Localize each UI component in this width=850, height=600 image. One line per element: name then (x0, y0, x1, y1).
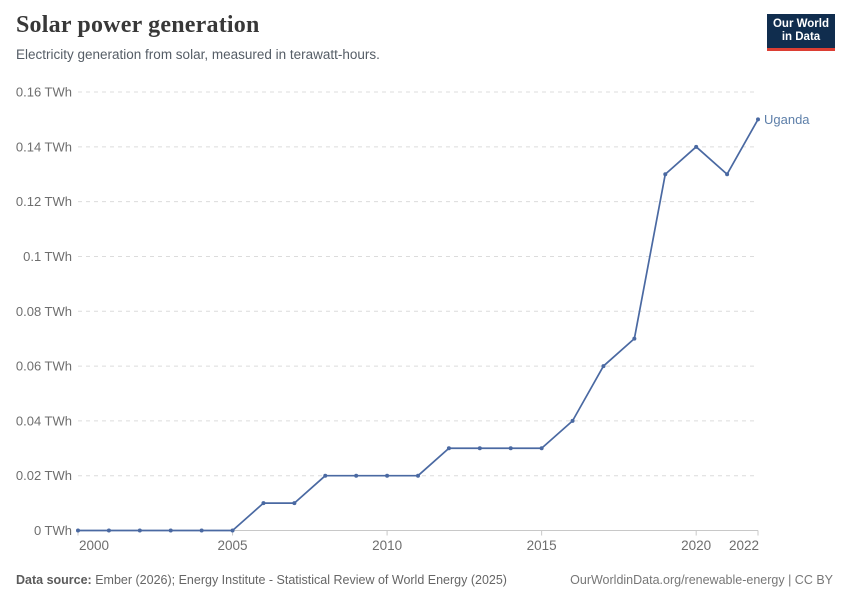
x-tick-label: 2010 (372, 538, 402, 553)
y-tick-label: 0.04 TWh (16, 413, 72, 428)
x-tick-label: 2015 (527, 538, 557, 553)
data-point[interactable] (106, 528, 111, 533)
y-tick-label: 0.16 TWh (16, 85, 72, 100)
x-tick-label: 2000 (79, 538, 109, 553)
data-point[interactable] (570, 418, 575, 423)
data-point[interactable] (416, 473, 420, 478)
y-tick-label: 0.08 TWh (16, 304, 72, 319)
data-point[interactable] (323, 473, 328, 478)
owid-logo-line1: Our World (772, 18, 829, 30)
data-point[interactable] (137, 528, 142, 533)
series-line-uganda[interactable] (77, 118, 759, 532)
y-tick-label: 0.14 TWh (16, 139, 72, 154)
data-point[interactable] (199, 528, 204, 533)
x-tick-label: 2022 (729, 538, 759, 553)
data-point[interactable] (477, 446, 482, 451)
data-point[interactable] (354, 473, 359, 478)
data-point[interactable] (292, 501, 297, 506)
chart-footer: Data source: Ember (2026); Energy Instit… (16, 573, 833, 587)
page-title: Solar power generation (16, 12, 260, 38)
data-point[interactable] (385, 473, 390, 478)
data-point[interactable] (725, 172, 730, 177)
owid-logo-line2: in Data (781, 31, 821, 43)
y-tick-label: 0.02 TWh (16, 468, 72, 483)
data-point[interactable] (168, 528, 173, 533)
data-source-text: Ember (2026); Energy Institute - Statist… (95, 573, 507, 587)
owid-logo[interactable]: Our World in Data (767, 14, 835, 51)
data-point[interactable] (230, 528, 235, 533)
y-tick-label: 0.12 TWh (16, 194, 72, 209)
chart-header: Solar power generation Electricity gener… (16, 12, 380, 62)
data-point[interactable] (601, 364, 606, 369)
y-tick-label: 0 TWh (34, 523, 72, 538)
data-point[interactable] (632, 336, 637, 341)
data-source-label: Data source: (16, 573, 92, 587)
data-point[interactable] (756, 117, 760, 122)
y-tick-label: 0.06 TWh (16, 359, 72, 374)
owid-attribution-link[interactable]: OurWorldinData.org/renewable-energy | CC… (570, 573, 833, 587)
page-subtitle: Electricity generation from solar, measu… (16, 47, 380, 62)
data-point[interactable] (663, 172, 668, 177)
y-tick-label: 0.1 TWh (23, 249, 72, 264)
data-point[interactable] (446, 446, 451, 451)
data-point[interactable] (76, 528, 80, 533)
x-tick-label: 2005 (218, 538, 248, 553)
data-point[interactable] (539, 446, 544, 451)
series-end-label[interactable]: Uganda (764, 112, 810, 127)
x-tick-label: 2020 (681, 538, 711, 553)
data-point[interactable] (261, 501, 266, 506)
data-point[interactable] (508, 446, 513, 451)
data-source-note: Data source: Ember (2026); Energy Instit… (16, 573, 507, 587)
data-point[interactable] (694, 144, 699, 149)
